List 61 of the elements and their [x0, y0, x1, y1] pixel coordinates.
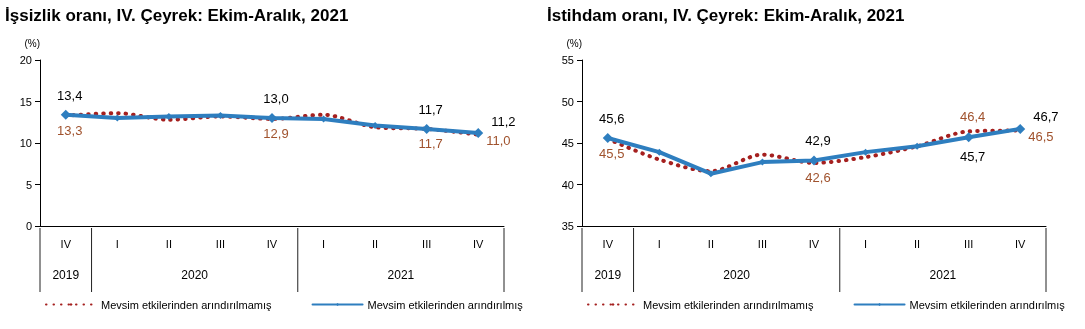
- x-tick-label: IV: [1015, 237, 1027, 250]
- y-axis-title: (%): [24, 37, 40, 49]
- y-tick-label: 0: [25, 220, 32, 232]
- x-tick-label: IV: [60, 237, 72, 250]
- x-tick-label: III: [757, 237, 768, 250]
- y-tick-label: 5: [25, 178, 32, 191]
- x-tick-label: II: [914, 237, 921, 250]
- y-tick-label: 55: [561, 54, 574, 66]
- y-tick-label: 20: [19, 54, 32, 66]
- x-tick-label: I: [115, 237, 119, 250]
- legend-label: Mevsim etkilerinden arındırılmış: [909, 298, 1066, 311]
- x-tick-label: IV: [808, 237, 820, 250]
- data-label: 11,7: [418, 135, 443, 151]
- x-tick-label: IV: [266, 237, 278, 250]
- point: [655, 148, 663, 156]
- data-label: 42,6: [805, 169, 831, 185]
- x-tick-label: III: [422, 237, 432, 250]
- legend-label: Mevsim etkilerinden arındırılmamış: [643, 298, 815, 311]
- data-label: 46,4: [960, 109, 986, 125]
- data-label: 11,2: [491, 113, 516, 129]
- x-tick-label: I: [657, 237, 661, 250]
- data-label: 45,5: [599, 145, 625, 161]
- y-tick-label: 10: [19, 137, 32, 149]
- x-tick-label: I: [322, 237, 326, 250]
- x-tick-label: II: [707, 237, 714, 250]
- y-tick-label: 40: [561, 178, 574, 191]
- data-label: 46,7: [1033, 109, 1059, 125]
- y-tick-label: 15: [19, 95, 32, 108]
- legend-label: Mevsim etkilerinden arındırılmış: [367, 298, 524, 311]
- text: 2021: [929, 268, 957, 282]
- x-tick-label: IV: [602, 237, 614, 250]
- chart-title: İstihdam oranı, IV. Çeyrek: Ekim-Aralık, 2021: [547, 6, 905, 25]
- data-label: 42,9: [805, 133, 831, 149]
- x-tick-label: I: [864, 237, 868, 250]
- x-tick-label: II: [372, 237, 379, 250]
- point: [809, 155, 819, 166]
- point: [267, 113, 277, 124]
- data-label: 11,7: [418, 101, 443, 117]
- text: 2020: [723, 268, 751, 282]
- data-label: 13,0: [263, 91, 289, 107]
- x-tick-label: III: [215, 237, 226, 250]
- x-tick-label: II: [165, 237, 172, 250]
- x-tick-label: III: [964, 237, 974, 250]
- legend-label: Mevsim etkilerinden arındırılmamış: [101, 298, 273, 311]
- text: 2019: [52, 268, 80, 282]
- y-axis-title: (%): [566, 37, 582, 49]
- text: 2020: [181, 268, 209, 282]
- data-label: 11,0: [486, 133, 511, 149]
- y-tick-label: 35: [561, 220, 574, 232]
- text: 2019: [594, 268, 622, 282]
- data-label: 45,7: [960, 149, 986, 165]
- data-label: 13,4: [57, 87, 83, 103]
- y-tick-label: 50: [561, 95, 574, 108]
- data-label: 12,9: [263, 125, 289, 141]
- data-label: 13,3: [57, 122, 83, 138]
- text: 2021: [387, 268, 415, 282]
- chart-title: İşsizlik oranı, IV. Çeyrek: Ekim-Aralık, 2021: [5, 6, 349, 25]
- y-tick-label: 45: [561, 137, 574, 149]
- data-label: 46,5: [1028, 129, 1054, 145]
- x-tick-label: IV: [473, 237, 485, 250]
- data-label: 45,6: [599, 111, 625, 127]
